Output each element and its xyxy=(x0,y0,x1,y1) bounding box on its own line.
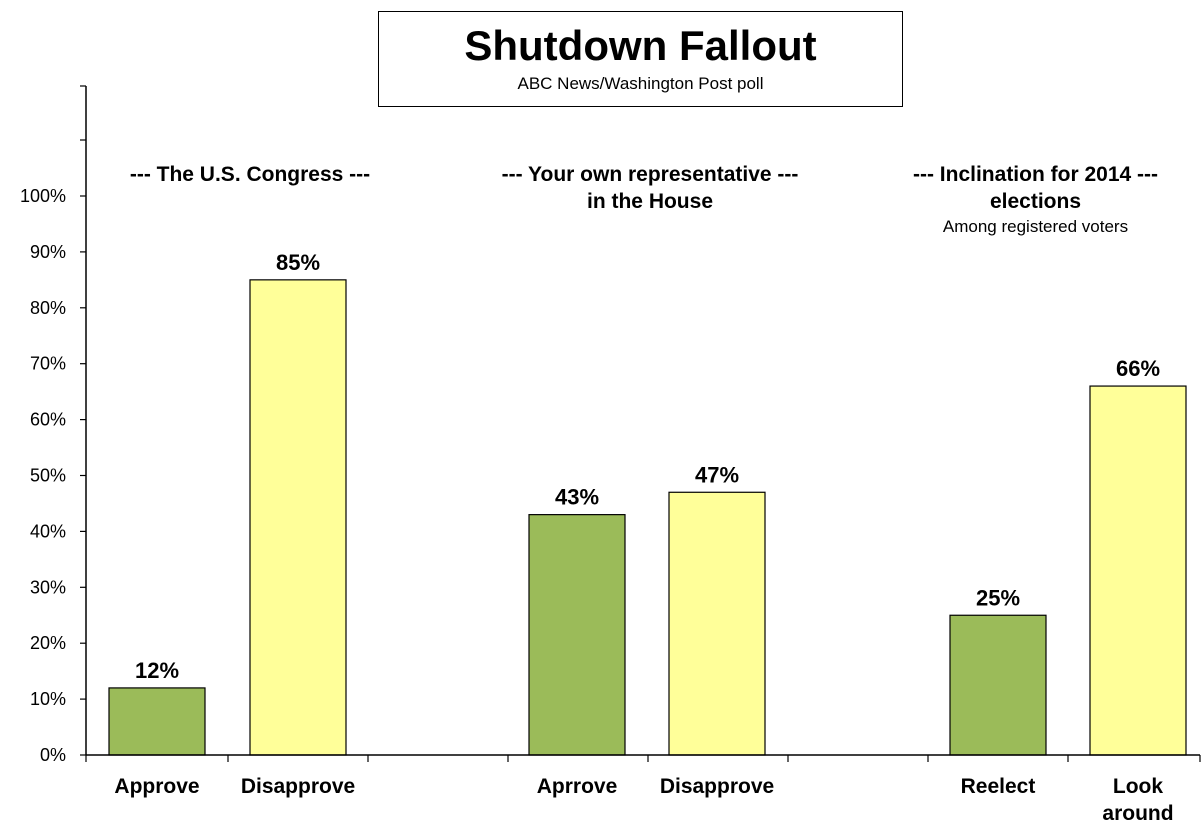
chart-title-box: Shutdown Fallout ABC News/Washington Pos… xyxy=(378,11,903,107)
group-heading-text: --- Your own representative --- xyxy=(501,163,799,186)
group-note: Among registered voters xyxy=(942,217,1129,236)
x-category-label: Approve xyxy=(114,775,200,798)
y-tick-label: 60% xyxy=(30,410,66,430)
data-label: 43% xyxy=(555,485,599,510)
y-tick-label: 30% xyxy=(30,577,66,597)
data-label: 66% xyxy=(1116,356,1160,381)
bar xyxy=(108,687,206,756)
data-label: 85% xyxy=(276,250,320,275)
y-tick-label: 0% xyxy=(40,745,66,765)
x-category-label: Disapprove xyxy=(659,775,775,798)
y-tick-label: 90% xyxy=(30,242,66,262)
y-tick-label: 20% xyxy=(30,633,66,653)
x-category-label: Aprrove xyxy=(536,775,618,798)
x-category-label: Reelect xyxy=(960,775,1036,798)
y-tick-label: 70% xyxy=(30,354,66,374)
bar xyxy=(249,279,347,756)
x-category-label: Disapprove xyxy=(240,775,356,798)
group-heading-line2: in the House xyxy=(586,190,713,213)
group-heading-text: --- Inclination for 2014 --- xyxy=(912,163,1158,186)
group-heading-representative: --- Your own representative --- in the H… xyxy=(440,161,860,215)
y-tick-label: 100% xyxy=(20,186,66,206)
bar xyxy=(1089,385,1187,756)
group-heading-congress: --- The U.S. Congress --- xyxy=(90,161,410,188)
group-heading-text: --- The U.S. Congress --- xyxy=(129,163,371,186)
group-heading-line2: elections xyxy=(989,190,1082,213)
chart-title: Shutdown Fallout xyxy=(464,22,817,69)
bar xyxy=(668,491,766,756)
group-heading-elections: --- Inclination for 2014 --- elections A… xyxy=(868,161,1203,239)
x-category-label: Look around xyxy=(1102,775,1174,825)
y-tick-label: 80% xyxy=(30,298,66,318)
chart-subtitle: ABC News/Washington Post poll xyxy=(517,74,764,93)
bar xyxy=(949,614,1047,756)
data-label: 47% xyxy=(695,462,739,487)
data-label: 25% xyxy=(976,585,1020,610)
y-tick-label: 50% xyxy=(30,466,66,486)
bar xyxy=(528,514,626,756)
data-label: 12% xyxy=(135,658,179,683)
y-tick-label: 40% xyxy=(30,521,66,541)
y-tick-label: 10% xyxy=(30,689,66,709)
